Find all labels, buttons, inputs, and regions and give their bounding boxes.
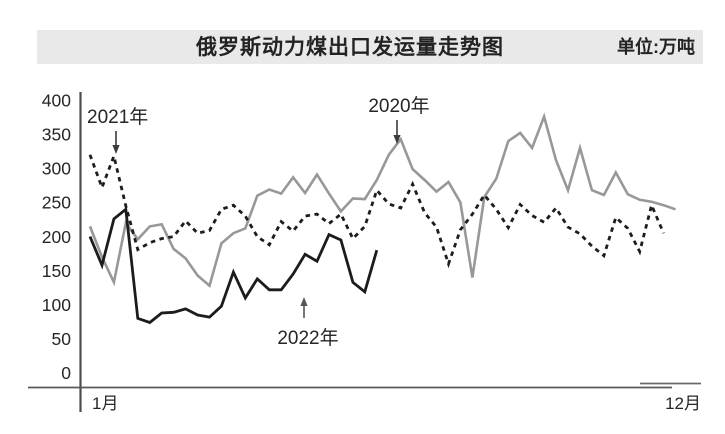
y-axis-tick-labels: 400 350 300 250 200 150 100 50 0 bbox=[42, 90, 71, 383]
y-tick-250: 250 bbox=[42, 193, 71, 213]
series-line-2020 bbox=[88, 112, 676, 289]
y-tick-0: 0 bbox=[61, 363, 71, 383]
series-layer bbox=[88, 112, 676, 325]
series-line-2021 bbox=[88, 151, 665, 269]
y-tick-300: 300 bbox=[42, 159, 71, 179]
annotation-2021-label: 2021年 bbox=[87, 106, 148, 128]
chart-title: 俄罗斯动力煤出口发运量走势图 bbox=[196, 36, 504, 59]
y-tick-150: 150 bbox=[42, 261, 71, 281]
annotation-2020-down-arrow-icon bbox=[393, 120, 401, 144]
y-tick-350: 350 bbox=[42, 125, 71, 145]
chart-header-bar: 俄罗斯动力煤出口发运量走势图 单位:万吨 bbox=[37, 30, 703, 64]
annotation-2020-label: 2020年 bbox=[368, 95, 429, 117]
x-label-january: 1月 bbox=[92, 394, 118, 413]
chart-unit-label: 单位:万吨 bbox=[617, 37, 695, 57]
annotation-2021-down-arrow-icon bbox=[112, 131, 120, 154]
y-tick-50: 50 bbox=[52, 329, 72, 349]
x-label-december: 12月 bbox=[665, 394, 701, 413]
annotation-2022-up-arrow-icon bbox=[300, 297, 308, 318]
annotation-2022-label: 2022年 bbox=[277, 327, 338, 349]
y-tick-100: 100 bbox=[42, 295, 71, 315]
y-tick-200: 200 bbox=[42, 227, 71, 247]
y-tick-400: 400 bbox=[42, 90, 71, 110]
series-line-2022 bbox=[88, 206, 379, 325]
